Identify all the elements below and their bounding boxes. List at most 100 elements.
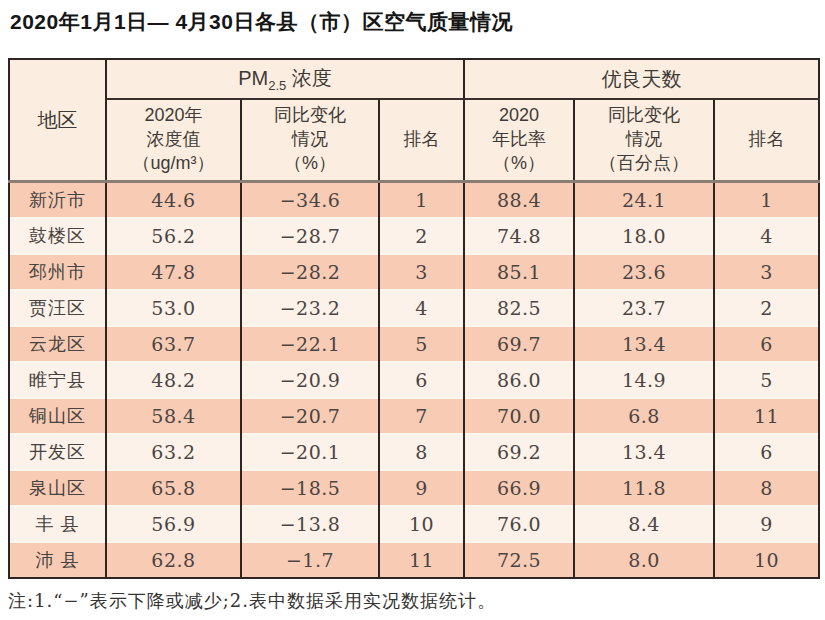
- table-row: 开发区63.2−20.1869.213.46: [9, 434, 819, 470]
- ratio-cell: 82.5: [464, 290, 574, 326]
- ratio-change-cell: 13.4: [574, 326, 714, 362]
- ratio-cell: 85.1: [464, 254, 574, 290]
- pm-value-cell: 56.2: [106, 218, 241, 254]
- table-row: 睢宁县48.2−20.9686.014.95: [9, 362, 819, 398]
- pm-rank-cell: 11: [379, 542, 464, 578]
- ratio-rank-cell: 6: [714, 434, 819, 470]
- region-cell: 睢宁县: [9, 362, 106, 398]
- pm-change-cell: −28.7: [241, 218, 379, 254]
- table-row: 泉山区65.8−18.5966.911.88: [9, 470, 819, 506]
- column-header-ratio-change: 同比变化 情况 （百分点）: [574, 99, 714, 182]
- ratio-cell: 66.9: [464, 470, 574, 506]
- table-row: 云龙区63.7−22.1569.713.46: [9, 326, 819, 362]
- region-cell: 鼓楼区: [9, 218, 106, 254]
- ratio-rank-cell: 8: [714, 470, 819, 506]
- ratio-rank-cell: 2: [714, 290, 819, 326]
- ratio-change-cell: 13.4: [574, 434, 714, 470]
- header-sub-row: 2020年 浓度值 （ug/m³） 同比变化 情况 （%） 排名 2020 年比…: [9, 99, 819, 182]
- region-cell: 邳州市: [9, 254, 106, 290]
- ratio-cell: 69.7: [464, 326, 574, 362]
- ratio-cell: 70.0: [464, 398, 574, 434]
- ratio-rank-cell: 10: [714, 542, 819, 578]
- pm-change-cell: −1.7: [241, 542, 379, 578]
- column-header-pm-value: 2020年 浓度值 （ug/m³）: [106, 99, 241, 182]
- pm-rank-cell: 2: [379, 218, 464, 254]
- pm-change-cell: −20.7: [241, 398, 379, 434]
- ratio-rank-cell: 4: [714, 218, 819, 254]
- ratio-cell: 72.5: [464, 542, 574, 578]
- pm-value-cell: 44.6: [106, 182, 241, 219]
- pm-change-cell: −20.1: [241, 434, 379, 470]
- ratio-change-cell: 8.0: [574, 542, 714, 578]
- pm-change-cell: −22.1: [241, 326, 379, 362]
- region-cell: 新沂市: [9, 182, 106, 219]
- air-quality-table: 地区 PM2.5 浓度 优良天数 2020年 浓度值 （ug/m³） 同比变化 …: [8, 58, 820, 579]
- ratio-change-cell: 24.1: [574, 182, 714, 219]
- pm-rank-cell: 6: [379, 362, 464, 398]
- pm-rank-cell: 4: [379, 290, 464, 326]
- pm-change-cell: −28.2: [241, 254, 379, 290]
- pm-value-cell: 53.0: [106, 290, 241, 326]
- pm-change-cell: −20.9: [241, 362, 379, 398]
- region-cell: 丰 县: [9, 506, 106, 542]
- footnote: 注:1.“−”表示下降或减少;2.表中数据采用实况数据统计。: [8, 589, 496, 613]
- region-cell: 开发区: [9, 434, 106, 470]
- pm25-label-suffix: 浓度: [286, 67, 332, 89]
- pm-value-cell: 58.4: [106, 398, 241, 434]
- column-header-ratio-rank: 排名: [714, 99, 819, 182]
- pm25-label-prefix: PM: [238, 67, 268, 89]
- ratio-change-cell: 18.0: [574, 218, 714, 254]
- ratio-change-cell: 14.9: [574, 362, 714, 398]
- pm-value-cell: 56.9: [106, 506, 241, 542]
- region-cell: 贾汪区: [9, 290, 106, 326]
- ratio-cell: 88.4: [464, 182, 574, 219]
- pm-change-cell: −18.5: [241, 470, 379, 506]
- region-cell: 泉山区: [9, 470, 106, 506]
- table-row: 邳州市47.8−28.2385.123.63: [9, 254, 819, 290]
- pm-rank-cell: 3: [379, 254, 464, 290]
- ratio-change-cell: 6.8: [574, 398, 714, 434]
- region-cell: 云龙区: [9, 326, 106, 362]
- page-title: 2020年1月1日— 4月30日各县（市）区空气质量情况: [10, 8, 513, 36]
- column-header-ratio: 2020 年比率 （%）: [464, 99, 574, 182]
- table-row: 铜山区58.4−20.7770.06.811: [9, 398, 819, 434]
- header-group-row: 地区 PM2.5 浓度 优良天数: [9, 59, 819, 99]
- pm-rank-cell: 9: [379, 470, 464, 506]
- table-header: 地区 PM2.5 浓度 优良天数 2020年 浓度值 （ug/m³） 同比变化 …: [9, 59, 819, 182]
- table-row: 鼓楼区56.2−28.7274.818.04: [9, 218, 819, 254]
- pm-value-cell: 48.2: [106, 362, 241, 398]
- pm-value-cell: 47.8: [106, 254, 241, 290]
- column-header-pm-change: 同比变化 情况 （%）: [241, 99, 379, 182]
- pm-change-cell: −13.8: [241, 506, 379, 542]
- column-group-pm25: PM2.5 浓度: [106, 59, 464, 99]
- ratio-change-cell: 11.8: [574, 470, 714, 506]
- ratio-change-cell: 23.6: [574, 254, 714, 290]
- pm-value-cell: 62.8: [106, 542, 241, 578]
- pm-rank-cell: 7: [379, 398, 464, 434]
- table-row: 新沂市44.6−34.6188.424.11: [9, 182, 819, 219]
- pm-value-cell: 65.8: [106, 470, 241, 506]
- ratio-cell: 86.0: [464, 362, 574, 398]
- ratio-rank-cell: 9: [714, 506, 819, 542]
- table-row: 沛 县62.8−1.71172.58.010: [9, 542, 819, 578]
- ratio-cell: 69.2: [464, 434, 574, 470]
- pm-change-cell: −23.2: [241, 290, 379, 326]
- page: 2020年1月1日— 4月30日各县（市）区空气质量情况 地区 PM2.5 浓度…: [0, 0, 825, 620]
- table-row: 丰 县56.9−13.81076.08.49: [9, 506, 819, 542]
- ratio-cell: 74.8: [464, 218, 574, 254]
- pm-rank-cell: 5: [379, 326, 464, 362]
- region-cell: 沛 县: [9, 542, 106, 578]
- ratio-rank-cell: 3: [714, 254, 819, 290]
- column-header-region: 地区: [9, 59, 106, 182]
- pm-rank-cell: 1: [379, 182, 464, 219]
- pm25-label-subscript: 2.5: [268, 78, 286, 93]
- ratio-change-cell: 8.4: [574, 506, 714, 542]
- table-body: 新沂市44.6−34.6188.424.11鼓楼区56.2−28.7274.81…: [9, 182, 819, 579]
- column-header-pm-rank: 排名: [379, 99, 464, 182]
- pm-value-cell: 63.7: [106, 326, 241, 362]
- ratio-rank-cell: 11: [714, 398, 819, 434]
- ratio-change-cell: 23.7: [574, 290, 714, 326]
- ratio-rank-cell: 5: [714, 362, 819, 398]
- ratio-rank-cell: 1: [714, 182, 819, 219]
- region-cell: 铜山区: [9, 398, 106, 434]
